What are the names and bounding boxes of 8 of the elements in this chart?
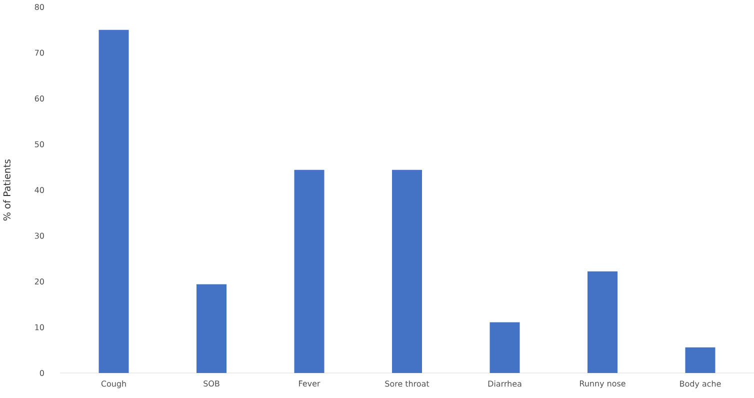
bar <box>294 170 324 373</box>
bar <box>490 322 520 373</box>
bar <box>196 284 227 373</box>
bar <box>685 347 716 373</box>
bar <box>98 30 129 373</box>
y-axis-title: % of Patients <box>3 159 10 220</box>
bar <box>392 170 422 373</box>
bar <box>587 271 618 373</box>
